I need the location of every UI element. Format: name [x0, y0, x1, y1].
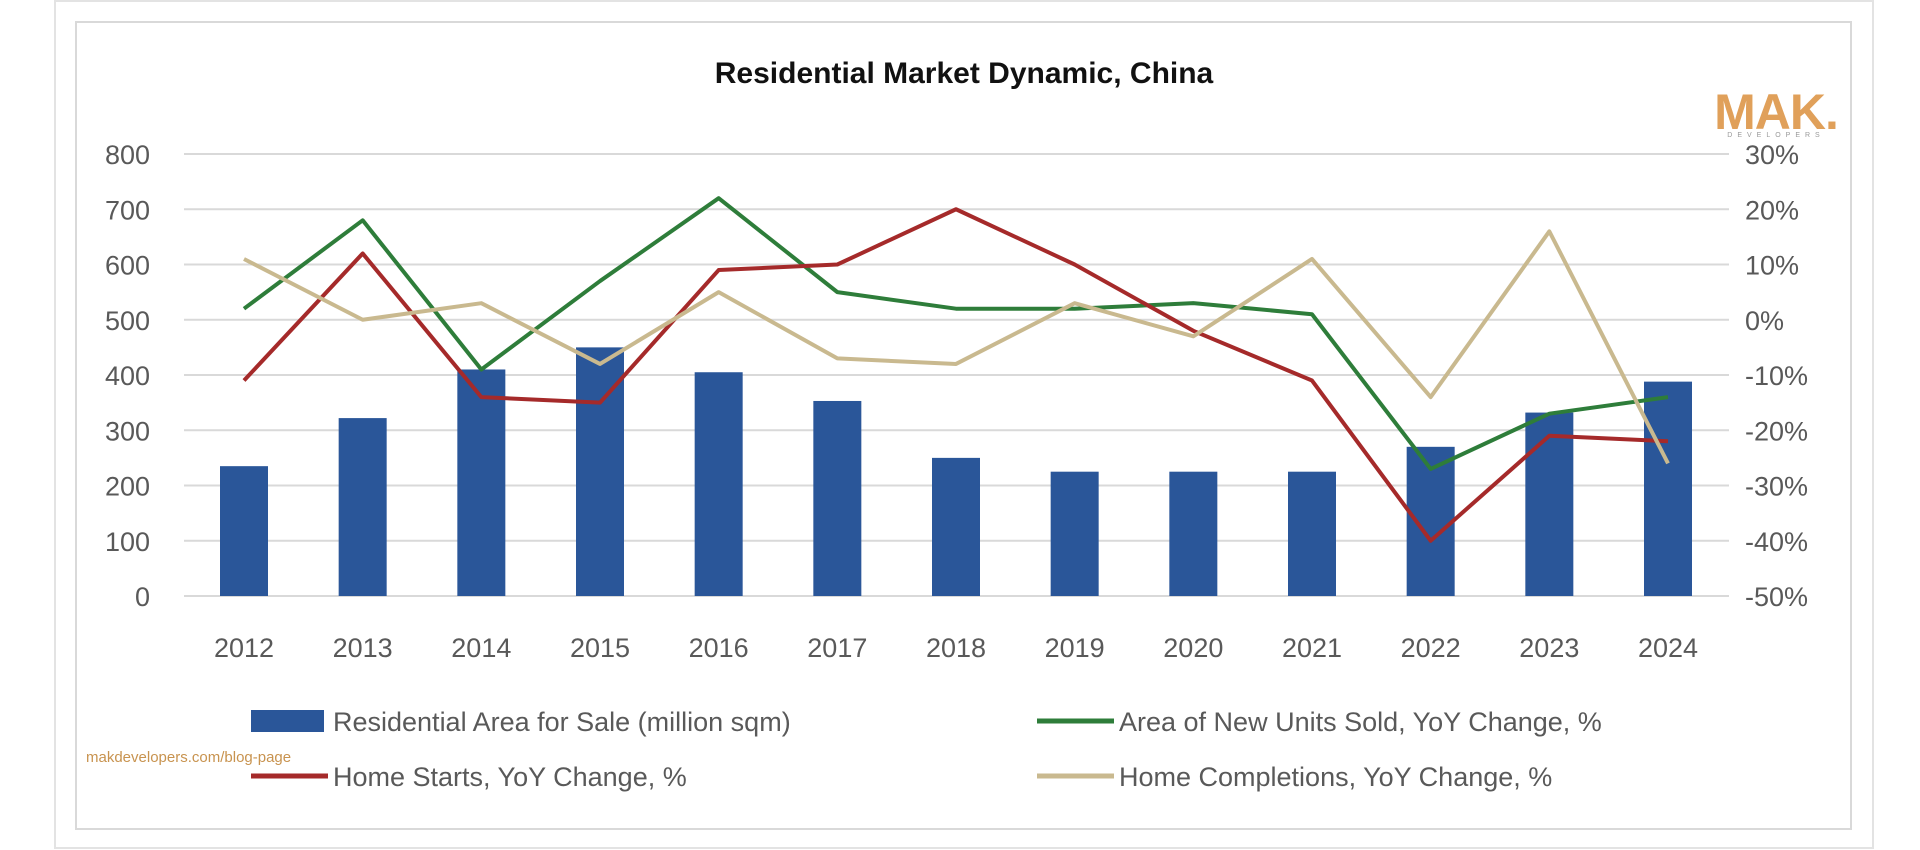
bar — [338, 418, 387, 596]
x-tick: 2017 — [807, 633, 867, 663]
y-left-tick: 200 — [105, 472, 150, 502]
y-left-tick: 400 — [105, 361, 150, 391]
y-right-tick: 30% — [1745, 140, 1799, 170]
y-left-tick: 500 — [105, 306, 150, 336]
x-tick: 2018 — [926, 633, 986, 663]
y-right-tick: 20% — [1745, 195, 1799, 225]
x-tick: 2022 — [1401, 633, 1461, 663]
bar — [1288, 471, 1336, 596]
y-right-tick: 10% — [1745, 251, 1799, 281]
series-line — [243, 229, 1670, 465]
watermark: makdevelopers.com/blog-page — [86, 749, 291, 766]
bar — [457, 369, 506, 596]
legend-swatch — [251, 710, 324, 732]
logo: MAK. DEVELOPERS — [1714, 84, 1839, 140]
y-left-tick: 100 — [105, 527, 150, 557]
bar — [1644, 381, 1692, 596]
y-left-tick: 300 — [105, 416, 150, 446]
bar — [694, 372, 743, 596]
bar — [813, 400, 862, 596]
y-left-tick: 700 — [105, 195, 150, 225]
svg-text:MAK.: MAK. — [1714, 84, 1838, 140]
x-tick: 2024 — [1638, 633, 1698, 663]
y-right-tick: -50% — [1745, 582, 1808, 612]
legend-label: Area of New Units Sold, YoY Change, % — [1119, 707, 1602, 737]
y-left-tick: 800 — [105, 140, 150, 170]
x-tick: 2013 — [333, 633, 393, 663]
lines — [242, 196, 1670, 543]
y-left-tick: 0 — [135, 582, 150, 612]
series-line — [242, 196, 1669, 471]
legend-label: Home Starts, YoY Change, % — [333, 762, 687, 792]
bar — [220, 466, 268, 596]
bar — [1050, 471, 1099, 596]
y-right-tick: -10% — [1745, 361, 1808, 391]
legend: Residential Area for Sale (million sqm) A… — [251, 707, 1602, 792]
bars — [220, 347, 1692, 596]
bar — [932, 457, 980, 596]
legend-label: Home Completions, YoY Change, % — [1119, 762, 1552, 792]
y-right-tick: -20% — [1745, 416, 1808, 446]
x-tick: 2019 — [1045, 633, 1105, 663]
y-right-tick: -30% — [1745, 472, 1808, 502]
bar — [1525, 412, 1574, 596]
y-left-tick: 600 — [105, 251, 150, 281]
tick-labels: 0 100 200 300 400 500 600 700 800 -50% -40% -30% -20… — [105, 140, 1808, 663]
x-tick: 2012 — [214, 633, 274, 663]
chart-title: Residential Market Dynamic, China — [715, 57, 1214, 90]
svg-text:DEVELOPERS: DEVELOPERS — [1727, 132, 1824, 139]
x-tick: 2020 — [1163, 633, 1223, 663]
series-line — [242, 207, 1669, 543]
y-right-tick: -40% — [1745, 527, 1808, 557]
bar — [576, 347, 624, 596]
bar — [1169, 471, 1218, 596]
legend-label: Residential Area for Sale (million sqm) — [333, 707, 791, 737]
x-tick: 2015 — [570, 633, 630, 663]
y-right-tick: 0% — [1745, 306, 1784, 336]
x-tick: 2016 — [689, 633, 749, 663]
x-tick: 2023 — [1519, 633, 1579, 663]
x-tick: 2021 — [1282, 633, 1342, 663]
x-tick: 2014 — [451, 633, 511, 663]
